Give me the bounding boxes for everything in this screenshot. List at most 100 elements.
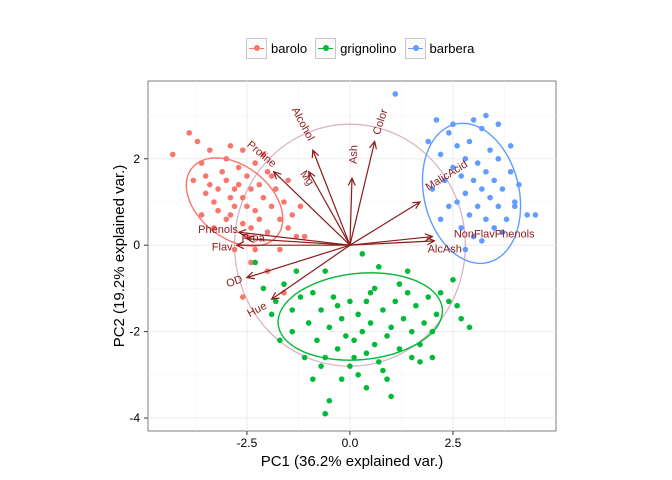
point-grignolino bbox=[310, 289, 316, 296]
point-grignolino bbox=[260, 285, 267, 292]
point-grignolino bbox=[408, 354, 415, 361]
arrow-Hue bbox=[271, 244, 351, 300]
point-barolo bbox=[293, 233, 300, 240]
point-barolo bbox=[285, 225, 291, 231]
point-grignolino bbox=[367, 320, 374, 326]
point-barbera bbox=[458, 173, 465, 179]
arrowhead-Mg bbox=[308, 170, 316, 180]
point-grignolino bbox=[375, 359, 382, 365]
point-barbera bbox=[479, 238, 485, 244]
legend-item-grignolino[interactable]: grignolino bbox=[315, 37, 400, 60]
point-barolo bbox=[231, 246, 238, 253]
point-grignolino bbox=[305, 320, 312, 326]
point-barolo bbox=[239, 147, 246, 153]
point-grignolino bbox=[338, 376, 345, 382]
ellipse-grignolino bbox=[277, 272, 444, 361]
point-grignolino bbox=[433, 311, 440, 318]
point-barbera bbox=[466, 212, 473, 218]
point-barbera bbox=[511, 203, 518, 210]
point-barbera bbox=[507, 168, 514, 175]
point-barbera bbox=[446, 130, 452, 136]
arrow-Color bbox=[349, 141, 376, 246]
arrowhead-OD bbox=[245, 271, 255, 280]
point-grignolino bbox=[318, 363, 324, 369]
x-tick-label: 0.0 bbox=[342, 436, 359, 450]
point-grignolino bbox=[425, 294, 432, 300]
point-barolo bbox=[252, 160, 258, 166]
point-barolo bbox=[227, 194, 234, 201]
point-grignolino bbox=[367, 289, 374, 296]
point-grignolino bbox=[437, 289, 444, 296]
y-axis-title: PC2 (19.2% explained var.) bbox=[111, 165, 128, 348]
arrow-label-Flav: Flav bbox=[212, 241, 233, 253]
point-barolo bbox=[235, 181, 242, 188]
y-tick-label: 0 bbox=[133, 238, 140, 252]
arrow-Phenols bbox=[238, 231, 351, 246]
legend-item-barbera[interactable]: barbera bbox=[404, 37, 479, 60]
point-barolo bbox=[248, 186, 254, 192]
point-barbera bbox=[441, 177, 448, 184]
arrowhead-NonFlavPhenols bbox=[424, 233, 434, 242]
point-barolo bbox=[223, 177, 230, 184]
point-grignolino bbox=[375, 264, 382, 270]
point-grignolino bbox=[322, 410, 329, 417]
point-barolo bbox=[248, 225, 254, 231]
point-barolo bbox=[198, 160, 205, 166]
point-barolo bbox=[277, 216, 283, 223]
point-barolo bbox=[169, 151, 176, 158]
point-grignolino bbox=[355, 372, 361, 378]
point-grignolino bbox=[421, 320, 427, 326]
point-barbera bbox=[511, 199, 518, 205]
y-tick-label: 2 bbox=[133, 152, 140, 166]
point-barbera bbox=[487, 194, 493, 201]
point-barolo bbox=[227, 143, 234, 149]
point-grignolino bbox=[343, 333, 349, 339]
point-barbera bbox=[479, 186, 485, 192]
point-grignolino bbox=[408, 328, 415, 335]
point-grignolino bbox=[404, 289, 411, 296]
point-barbera bbox=[507, 143, 514, 149]
axes: -2.5 0.0 2.5 -4 -2 0 2 bbox=[129, 152, 461, 450]
point-barolo bbox=[207, 181, 213, 188]
point-grignolino bbox=[388, 393, 394, 400]
point-barolo bbox=[268, 173, 275, 179]
point-grignolino bbox=[334, 302, 341, 309]
point-grignolino bbox=[417, 359, 423, 365]
point-barolo bbox=[231, 186, 238, 192]
point-grignolino bbox=[277, 337, 283, 344]
legend-label: barbera bbox=[429, 41, 475, 56]
point-grignolino bbox=[363, 384, 370, 391]
point-grignolino bbox=[371, 285, 378, 292]
legend-item-barolo[interactable]: barolo bbox=[246, 37, 311, 60]
point-barbera bbox=[474, 203, 481, 210]
point-barolo bbox=[194, 138, 201, 145]
arrow-Proline bbox=[273, 171, 351, 246]
point-grignolino bbox=[380, 307, 386, 313]
point-grignolino bbox=[413, 302, 419, 309]
point-grignolino bbox=[347, 298, 353, 305]
point-grignolino bbox=[326, 324, 333, 331]
point-barbera bbox=[470, 117, 477, 123]
point-grignolino bbox=[429, 328, 436, 335]
point-grignolino bbox=[359, 328, 366, 335]
panel-background bbox=[147, 80, 557, 432]
point-barbera bbox=[470, 177, 477, 184]
point-barolo bbox=[272, 186, 279, 192]
point-barbera bbox=[491, 177, 497, 184]
point-barolo bbox=[252, 207, 258, 214]
point-barolo bbox=[248, 259, 254, 266]
point-barolo bbox=[211, 199, 217, 205]
arrowhead-AlcAsh bbox=[426, 237, 436, 246]
point-barolo bbox=[239, 220, 246, 227]
point-barolo bbox=[301, 233, 308, 240]
point-grignolino bbox=[318, 307, 324, 313]
point-barbera bbox=[499, 186, 506, 192]
point-grignolino bbox=[384, 333, 390, 339]
point-grignolino bbox=[400, 315, 407, 322]
point-grignolino bbox=[272, 298, 279, 305]
point-barolo bbox=[227, 212, 234, 218]
point-barolo bbox=[223, 216, 230, 223]
point-grignolino bbox=[446, 298, 452, 305]
point-grignolino bbox=[289, 328, 296, 335]
